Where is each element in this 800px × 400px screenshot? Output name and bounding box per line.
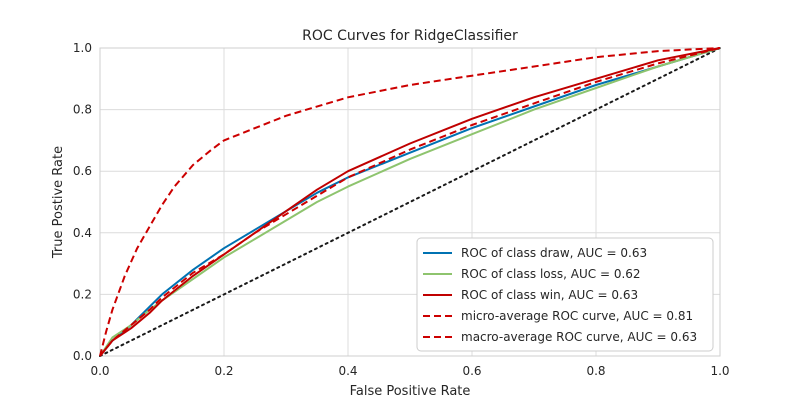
y-tick-label: 0.0 xyxy=(73,349,92,363)
micro-average-roc-line xyxy=(99,47,721,357)
y-tick-label: 1.0 xyxy=(73,41,92,55)
x-axis-label: False Positive Rate xyxy=(350,384,471,399)
legend-items: ROC of class draw, AUC = 0.63 ROC of clas… xyxy=(423,246,697,344)
y-axis-ticks: 0.0 0.2 0.4 0.6 0.8 1.0 xyxy=(73,41,92,363)
y-tick-label: 0.4 xyxy=(73,226,92,240)
legend: ROC of class draw, AUC = 0.63 ROC of clas… xyxy=(416,237,714,352)
chart-title: ROC Curves for RidgeClassifier xyxy=(302,28,518,44)
x-tick-label: 0.0 xyxy=(90,364,109,378)
legend-label: ROC of class win, AUC = 0.63 xyxy=(461,288,638,302)
macro-average-roc-line xyxy=(99,47,721,357)
x-tick-label: 0.8 xyxy=(586,364,605,378)
legend-label: ROC of class draw, AUC = 0.63 xyxy=(461,246,647,260)
x-tick-label: 1.0 xyxy=(710,364,729,378)
x-tick-label: 0.4 xyxy=(338,364,357,378)
reference-diagonal-line xyxy=(99,47,721,357)
plot-frame xyxy=(99,47,721,357)
series-layer xyxy=(99,47,721,357)
x-tick-label: 0.6 xyxy=(462,364,481,378)
legend-label: micro-average ROC curve, AUC = 0.81 xyxy=(461,309,693,323)
y-tick-label: 0.2 xyxy=(73,287,92,301)
legend-label: ROC of class loss, AUC = 0.62 xyxy=(461,267,641,281)
y-axis-label: True Postive Rate xyxy=(51,146,66,259)
roc-line-class-win xyxy=(99,47,721,357)
y-tick-label: 0.6 xyxy=(73,164,92,178)
x-tick-label: 0.2 xyxy=(214,364,233,378)
y-tick-label: 0.8 xyxy=(73,103,92,117)
legend-label: macro-average ROC curve, AUC = 0.63 xyxy=(461,330,697,344)
legend-box xyxy=(416,237,714,352)
x-axis-ticks: 0.0 0.2 0.4 0.6 0.8 1.0 xyxy=(90,364,729,378)
